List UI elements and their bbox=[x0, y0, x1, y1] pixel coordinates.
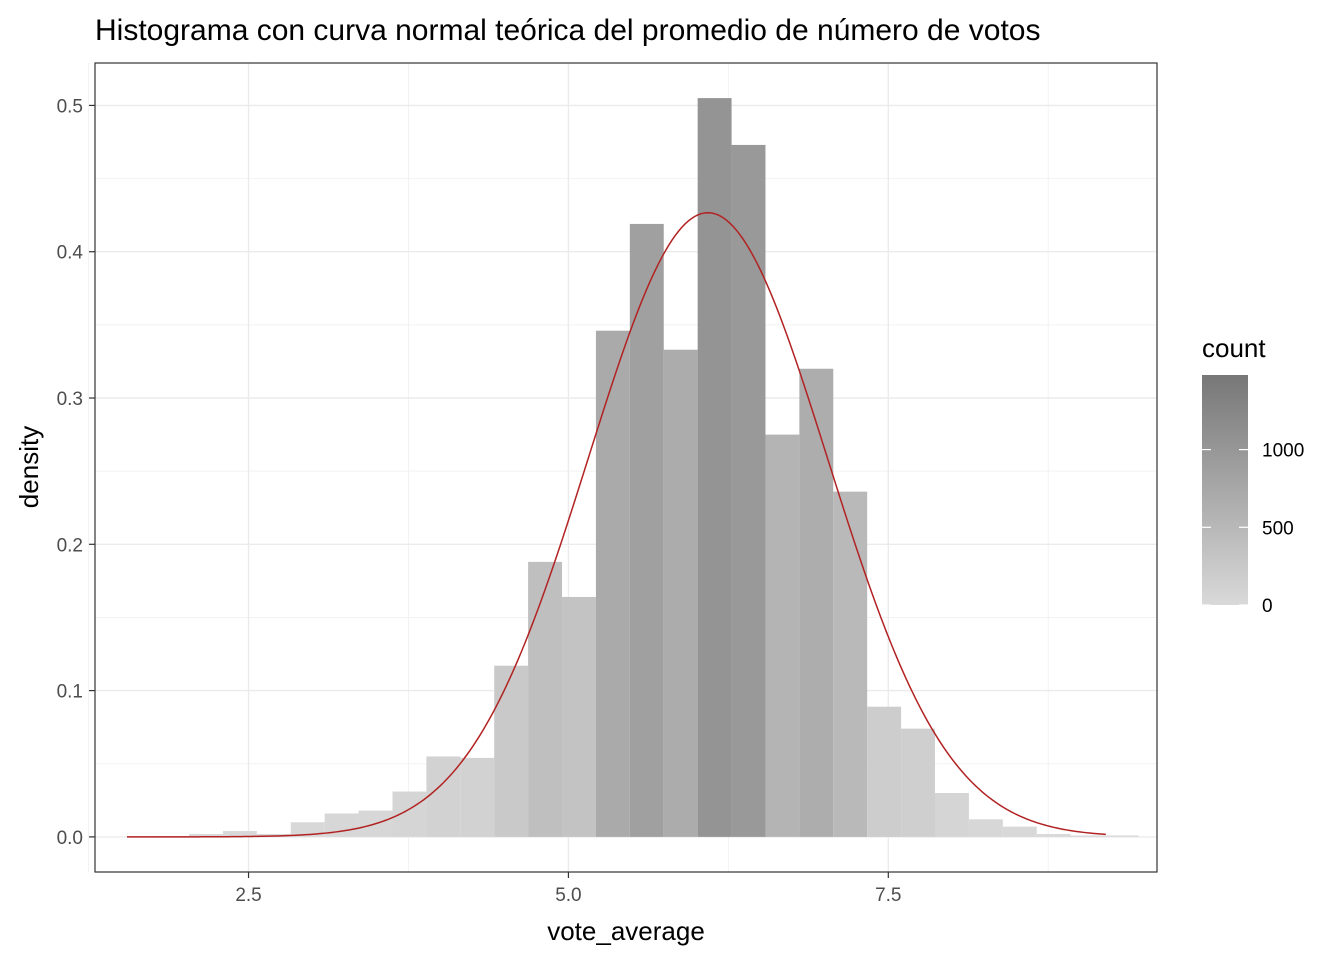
histogram-bar bbox=[731, 144, 766, 837]
y-tick-label: 0.4 bbox=[57, 243, 84, 264]
histogram-bar bbox=[1002, 826, 1037, 837]
histogram-bar bbox=[528, 561, 563, 837]
x-axis-title: vote_average bbox=[547, 916, 705, 946]
histogram-bar bbox=[324, 813, 359, 837]
x-tick-label: 5.0 bbox=[555, 885, 581, 906]
histogram-bar bbox=[765, 434, 800, 837]
y-tick-label: 0.2 bbox=[57, 535, 83, 556]
histogram-bar bbox=[1104, 835, 1139, 837]
histogram-bar bbox=[697, 98, 732, 837]
histogram-bar bbox=[392, 791, 427, 837]
histogram-bar bbox=[562, 596, 596, 837]
y-axis-title: density bbox=[14, 426, 44, 508]
histogram-bar bbox=[799, 368, 834, 837]
legend-title: count bbox=[1202, 333, 1266, 363]
normal-curve-line bbox=[126, 211, 1106, 838]
legend-colorbar bbox=[1202, 375, 1248, 605]
legend-break-label: 0 bbox=[1262, 596, 1273, 617]
legend-break-label: 1000 bbox=[1262, 441, 1304, 462]
y-tick-label: 0.3 bbox=[57, 389, 83, 410]
y-tick-label: 0.5 bbox=[57, 96, 83, 117]
histogram-bar bbox=[1070, 835, 1105, 837]
histogram-bar bbox=[189, 833, 223, 837]
histogram-bar bbox=[460, 757, 495, 837]
histogram-bar bbox=[663, 349, 698, 837]
histogram-bar bbox=[595, 330, 630, 837]
y-axis: 0.0 0.1 0.2 0.3 0.4 0.5 bbox=[57, 96, 95, 849]
y-tick-label: 0.0 bbox=[57, 828, 83, 849]
x-tick-label: 2.5 bbox=[235, 885, 261, 906]
histogram-bar bbox=[867, 706, 902, 837]
chart-title: Histograma con curva normal teórica del … bbox=[95, 14, 1040, 47]
x-axis: 2.5 5.0 7.5 bbox=[235, 872, 902, 906]
legend-break-label: 500 bbox=[1262, 518, 1294, 539]
histogram-bar bbox=[901, 728, 936, 837]
histogram-bar bbox=[968, 819, 1003, 837]
x-tick-label: 7.5 bbox=[875, 885, 901, 906]
legend-breaks: 0 500 1000 bbox=[1202, 441, 1304, 617]
histogram-bar bbox=[1036, 833, 1071, 837]
histogram-bar bbox=[629, 223, 664, 837]
histogram-bar bbox=[222, 831, 257, 837]
histogram-bar bbox=[494, 665, 529, 837]
count-legend: count 0 500 1000 bbox=[1202, 333, 1304, 617]
histogram-bar bbox=[935, 793, 969, 837]
y-tick-label: 0.1 bbox=[57, 682, 83, 703]
histogram-bar bbox=[833, 491, 868, 837]
histogram-bar bbox=[426, 756, 461, 837]
histogram-bars bbox=[155, 98, 1139, 837]
plot-panel-border bbox=[94, 62, 1158, 873]
